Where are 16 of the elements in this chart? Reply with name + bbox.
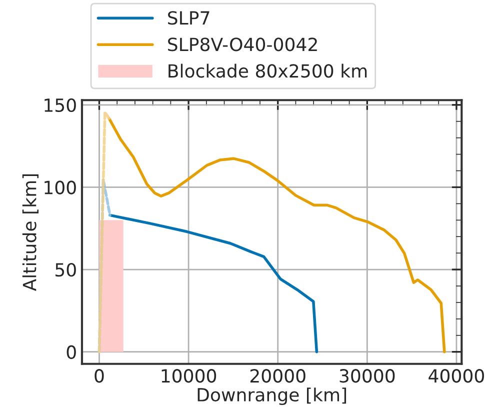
legend-label: Blockade 80x2500 km [168,64,367,78]
y-tick-label: 150 [44,98,76,112]
x-tick-label: 20000 [250,369,306,383]
x-tick-label: 0 [94,369,104,383]
x-axis-title: Downrange [km] [198,388,346,406]
y-tick-label: 50 [56,262,76,277]
y-tick-label: 0 [66,345,76,359]
x-tick-label: 30000 [340,369,395,383]
legend-label: SLP8V-O40-0042 [168,38,317,52]
legend-label: SLP7 [168,11,210,25]
y-tick-label: 100 [44,180,76,194]
line-series [108,117,446,354]
line-series [108,214,318,354]
x-tick-label: 40000 [428,369,484,383]
y-axis-title: Altitude [km] [22,174,39,292]
x-tick-label: 10000 [162,369,216,383]
